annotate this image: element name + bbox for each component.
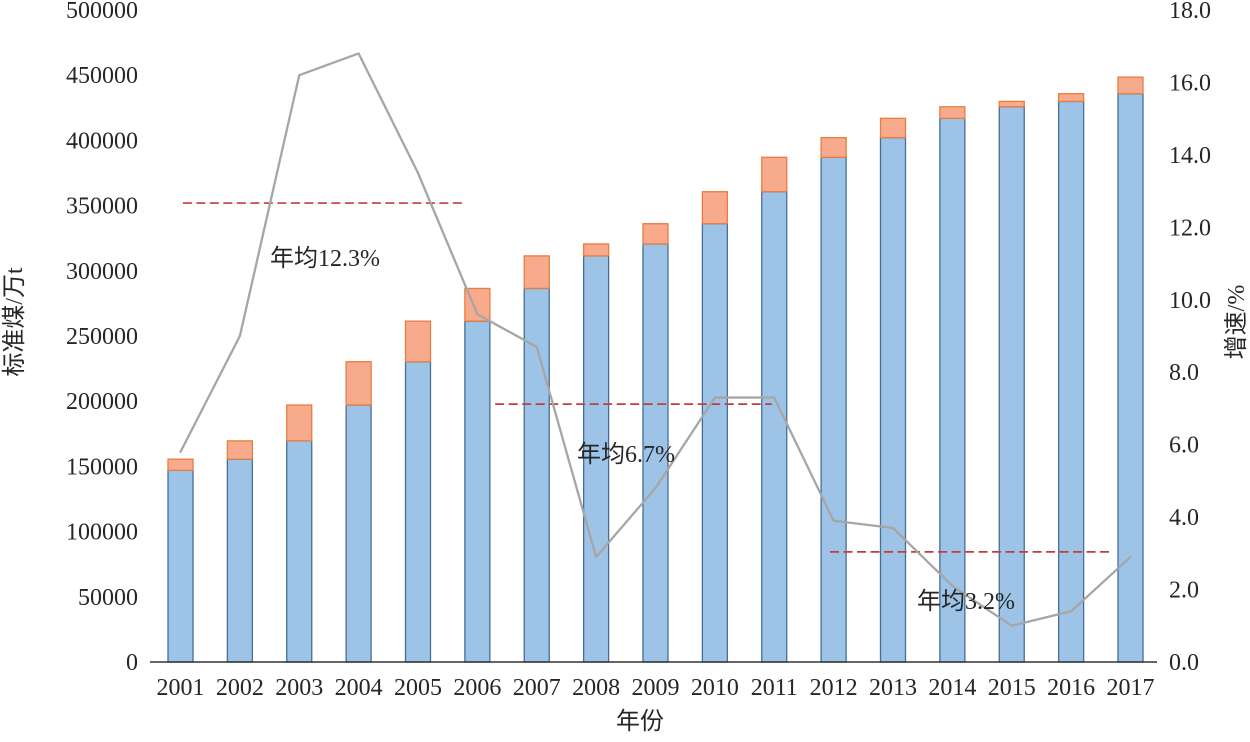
x-axis-tick-label: 2006 <box>453 675 501 701</box>
x-axis-tick-label: 2011 <box>751 675 798 701</box>
growth-rate-line <box>179 52 1132 627</box>
bar-base-2013 <box>879 136 907 663</box>
bar-base-2001 <box>167 469 194 663</box>
bar-base-2011 <box>761 191 788 663</box>
bar-increment-2002 <box>226 440 254 460</box>
x-axis-tick-label: 2002 <box>216 675 264 701</box>
left-axis-tick-label: 150000 <box>66 454 138 480</box>
bar-base-2006 <box>464 320 491 663</box>
left-axis-tick-label: 100000 <box>66 520 138 546</box>
right-axis-tick-label: 10.0 <box>1169 288 1211 314</box>
right-axis-tick-label: 4.0 <box>1169 505 1199 531</box>
bar-base-2004 <box>345 404 372 663</box>
bar-base-2005 <box>404 361 432 663</box>
x-axis-tick-label: 2012 <box>810 675 858 701</box>
x-axis-tick-label: 2015 <box>988 675 1036 701</box>
x-axis-tick-label: 2003 <box>275 675 323 701</box>
right-axis-tick-label: 16.0 <box>1169 70 1211 96</box>
x-axis-tick-label: 2004 <box>335 675 383 701</box>
bar-increment-2004 <box>345 361 372 406</box>
bar-base-2015 <box>998 106 1025 663</box>
bar-increment-2013 <box>879 117 907 139</box>
x-axis-tick-label: 2008 <box>572 675 620 701</box>
bar-base-2008 <box>582 255 610 663</box>
x-axis-tick-label: 2014 <box>928 675 976 701</box>
bar-increment-2010 <box>701 191 729 225</box>
right-axis-tick-label: 0.0 <box>1169 650 1199 676</box>
bar-increment-2015 <box>998 100 1025 108</box>
x-axis-tick-label: 2016 <box>1047 675 1095 701</box>
left-axis-tick-label: 300000 <box>66 259 138 285</box>
bar-base-2007 <box>523 287 550 663</box>
bar-increment-2017 <box>1117 76 1144 95</box>
x-axis-tick-label: 2009 <box>632 675 680 701</box>
bar-base-2014 <box>939 117 966 663</box>
x-axis-tick-label: 2013 <box>869 675 917 701</box>
right-axis-tick-label: 6.0 <box>1169 433 1199 459</box>
bar-increment-2008 <box>582 243 610 257</box>
bar-increment-2003 <box>286 404 313 442</box>
right-axis-tick-label: 12.0 <box>1169 215 1211 241</box>
right-axis-tick-label: 2.0 <box>1169 578 1199 604</box>
bar-base-2010 <box>701 223 729 663</box>
left-axis-tick-label: 400000 <box>66 128 138 154</box>
bar-increment-2005 <box>404 320 432 363</box>
bar-increment-2001 <box>167 458 194 472</box>
bar-increment-2007 <box>523 255 550 290</box>
annotation-avg-growth-3: 年均3.2% <box>917 589 1015 615</box>
left-axis-tick-label: 450000 <box>66 63 138 89</box>
bar-base-2016 <box>1057 100 1085 663</box>
left-axis-tick-label: 50000 <box>78 585 138 611</box>
x-axis-tick-label: 2001 <box>157 675 205 701</box>
left-axis-tick-label: 350000 <box>66 194 138 220</box>
bar-increment-2014 <box>939 106 966 119</box>
right-axis-tick-label: 18.0 <box>1169 0 1211 24</box>
annotation-avg-growth-2: 年均6.7% <box>577 442 675 468</box>
bar-increment-2016 <box>1057 93 1085 103</box>
right-axis-title: 增速/% <box>1224 284 1250 360</box>
left-axis-tick-label: 500000 <box>66 0 138 24</box>
x-axis-tick-label: 2005 <box>394 675 442 701</box>
bar-base-2002 <box>226 458 254 663</box>
bar-base-2017 <box>1117 93 1144 663</box>
right-axis-tick-label: 8.0 <box>1169 360 1199 386</box>
bar-increment-2011 <box>761 156 788 193</box>
left-axis-tick-label: 0 <box>126 650 138 676</box>
x-axis-tick-label: 2010 <box>691 675 739 701</box>
left-axis-tick-label: 200000 <box>66 389 138 415</box>
left-axis-tick-label: 250000 <box>66 324 138 350</box>
x-axis-tick-label: 2007 <box>513 675 561 701</box>
bar-increment-2012 <box>820 136 847 158</box>
left-axis-title: 标准煤/万t <box>2 267 28 377</box>
bar-increment-2009 <box>642 223 669 245</box>
x-axis-title: 年份 <box>616 709 664 735</box>
x-axis-tick-label: 2017 <box>1107 675 1155 701</box>
right-axis-tick-label: 14.0 <box>1169 143 1211 169</box>
bar-base-2012 <box>820 156 847 663</box>
bar-base-2003 <box>286 440 313 663</box>
annotation-avg-growth-1: 年均12.3% <box>270 246 380 272</box>
